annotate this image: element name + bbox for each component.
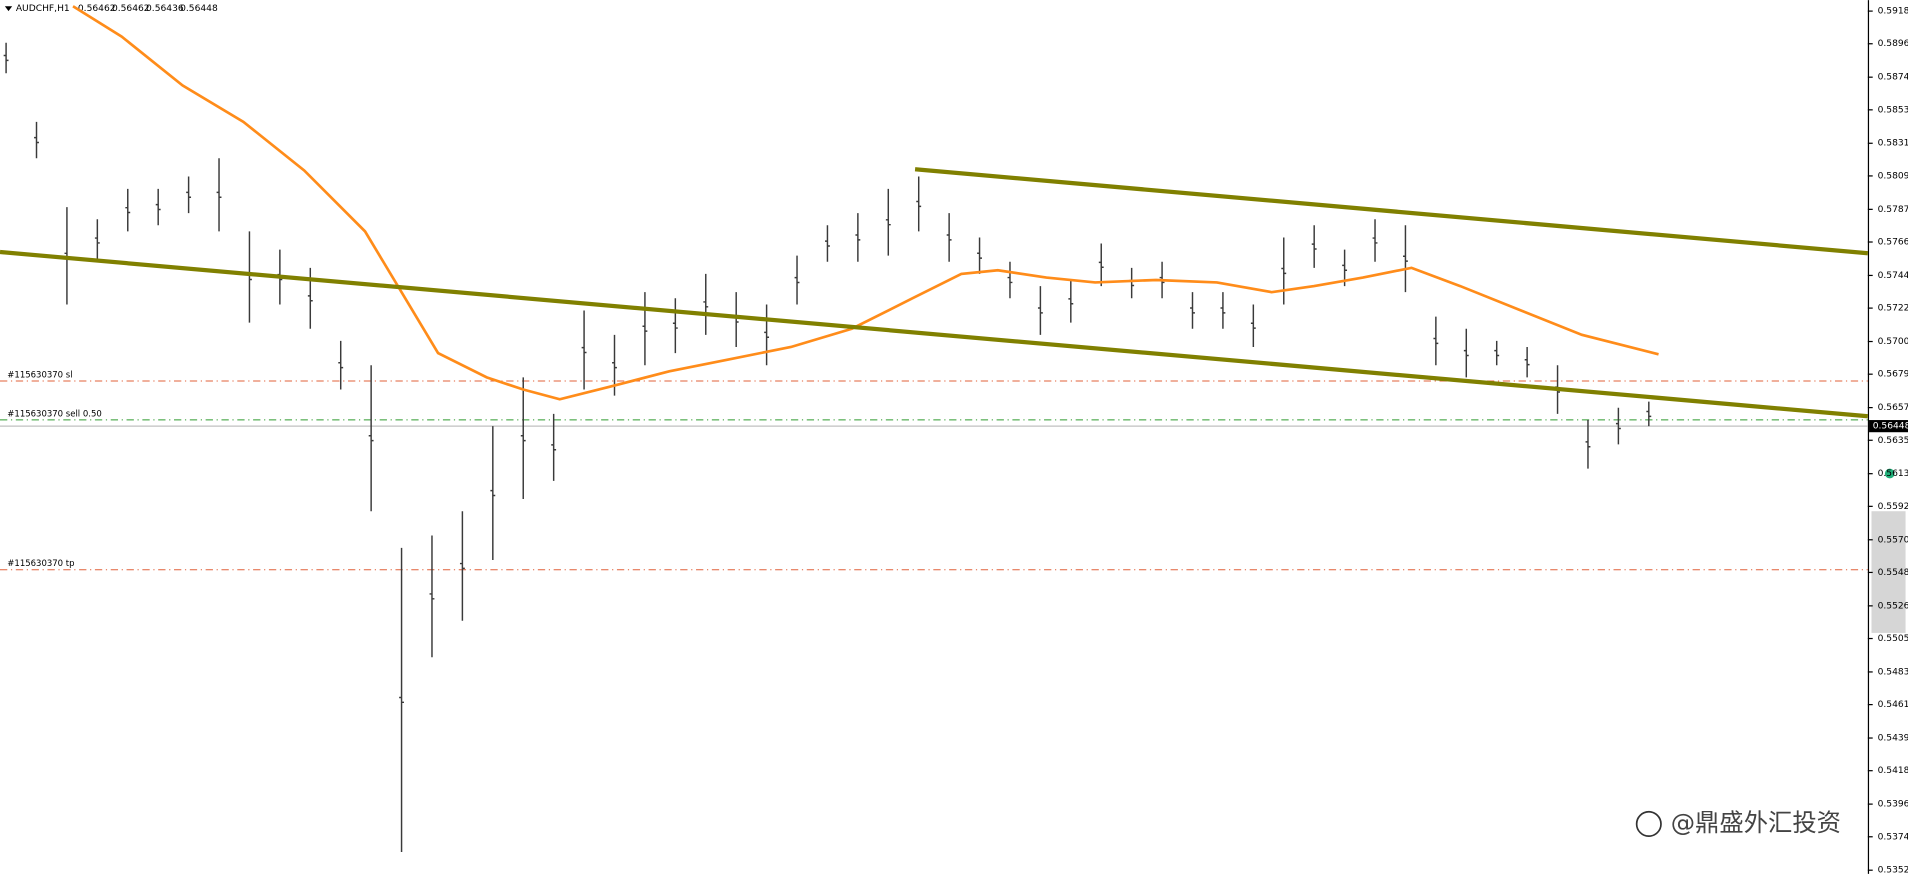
price-bar bbox=[94, 219, 100, 262]
price-bar bbox=[825, 225, 830, 262]
price-bar bbox=[1403, 225, 1408, 293]
y-tick-label: 0.57440 bbox=[1878, 271, 1908, 281]
price-bar bbox=[186, 176, 192, 214]
quote-value: 0.56462 bbox=[78, 4, 116, 14]
price-bar bbox=[1007, 261, 1013, 299]
price-bar bbox=[1585, 419, 1591, 469]
logo bbox=[1635, 810, 1662, 837]
y-tick-label: 0.53525 bbox=[1878, 866, 1908, 874]
price-bar bbox=[216, 158, 222, 232]
y-tick-label: 0.56570 bbox=[1878, 403, 1908, 413]
quote-value: 0.56436 bbox=[146, 4, 184, 14]
panel-box bbox=[1871, 511, 1906, 633]
y-tick-label: 0.54830 bbox=[1878, 667, 1908, 677]
price-box bbox=[1869, 420, 1908, 433]
order-label: #115630370 sell 0.50 bbox=[7, 409, 102, 419]
order-label: #115630370 tp bbox=[7, 559, 74, 569]
price-bar bbox=[1220, 292, 1226, 329]
price-bar bbox=[703, 273, 709, 335]
y-tick-label: 0.58530 bbox=[1878, 105, 1908, 115]
y-tick-label: 0.57005 bbox=[1878, 337, 1908, 347]
order-label: #115630370 sl bbox=[7, 370, 72, 380]
y-tick-label: 0.54395 bbox=[1878, 734, 1908, 744]
menu-arrow[interactable] bbox=[4, 6, 13, 12]
price-bar bbox=[1372, 219, 1378, 262]
y-tick-label: 0.58965 bbox=[1878, 39, 1908, 49]
price-bar bbox=[794, 255, 800, 305]
y-tick-label: 0.59180 bbox=[1878, 7, 1908, 17]
y-tick-label: 0.53960 bbox=[1878, 800, 1908, 810]
trendline bbox=[0, 249, 1869, 419]
price-bar bbox=[885, 188, 891, 256]
y-tick-label: 0.55265 bbox=[1878, 601, 1908, 611]
side-panel bbox=[1871, 468, 1906, 633]
price-bar bbox=[946, 213, 952, 262]
quote-value: 0.56462 bbox=[112, 4, 150, 14]
price-bar bbox=[459, 511, 465, 621]
price-bar bbox=[520, 377, 526, 500]
price-bar bbox=[1190, 292, 1195, 329]
price-bar bbox=[1433, 316, 1439, 366]
price-bar bbox=[3, 42, 9, 74]
price-bar bbox=[368, 365, 374, 512]
price-bar bbox=[855, 213, 861, 262]
plot: #115630370 sl #115630370 sell 0.50 #115630… bbox=[0, 5, 1869, 852]
price-bar bbox=[1068, 279, 1074, 323]
price-bar bbox=[642, 292, 648, 366]
quote-value: 0.56448 bbox=[180, 4, 218, 14]
y-tick-label: 0.55485 bbox=[1878, 568, 1908, 578]
y-tick-label: 0.56135 bbox=[1878, 469, 1908, 479]
watermark: @鼎盛外汇投资 bbox=[1671, 808, 1841, 837]
price-bar bbox=[490, 426, 496, 560]
price-bar bbox=[399, 547, 404, 852]
price-bar bbox=[1494, 340, 1500, 366]
price-bar bbox=[1615, 407, 1621, 445]
price-bar bbox=[1250, 304, 1256, 347]
watermark-logo bbox=[1635, 810, 1662, 837]
y-tick-label: 0.56790 bbox=[1878, 370, 1908, 380]
price-bar bbox=[1311, 225, 1317, 268]
trendline bbox=[914, 167, 1869, 256]
status-dot bbox=[1884, 468, 1895, 479]
price-bar bbox=[1463, 328, 1469, 378]
price-bar bbox=[338, 340, 344, 390]
y-tick-label: 0.57225 bbox=[1878, 304, 1908, 314]
y-tick-label: 0.55700 bbox=[1878, 535, 1908, 545]
price-bar bbox=[34, 121, 39, 159]
y-tick-label: 0.56355 bbox=[1878, 436, 1908, 446]
y-tick-label: 0.55050 bbox=[1878, 634, 1908, 644]
price-bar bbox=[1098, 243, 1104, 287]
price-bar bbox=[764, 304, 770, 366]
price-bar bbox=[581, 310, 587, 390]
y-tick-label: 0.54615 bbox=[1878, 700, 1908, 710]
price-bar bbox=[1037, 286, 1043, 335]
y-tick-label: 0.58310 bbox=[1878, 139, 1908, 149]
symbol: AUDCHF,H1 bbox=[16, 4, 70, 14]
price-bar bbox=[672, 298, 678, 354]
price-bar bbox=[916, 176, 922, 232]
y-tick-label: 0.54180 bbox=[1878, 766, 1908, 776]
y-tick-label: 0.57660 bbox=[1878, 238, 1908, 248]
price-bar bbox=[551, 413, 557, 481]
y-tick-label: 0.57875 bbox=[1878, 205, 1908, 215]
price-bar bbox=[1281, 237, 1287, 305]
y-tick-label: 0.58745 bbox=[1878, 73, 1908, 83]
y-tick-label: 0.53745 bbox=[1878, 832, 1908, 842]
price-bar bbox=[977, 237, 982, 274]
y-tick-label: 0.58095 bbox=[1878, 171, 1908, 181]
price-bar bbox=[125, 188, 131, 232]
price-bar bbox=[155, 188, 161, 226]
price-label: 0.56448 bbox=[1873, 422, 1908, 432]
price-bar bbox=[1524, 346, 1530, 378]
y-tick-label: 0.55920 bbox=[1878, 502, 1908, 512]
price-bar bbox=[429, 535, 435, 658]
price-bar bbox=[1646, 401, 1652, 427]
